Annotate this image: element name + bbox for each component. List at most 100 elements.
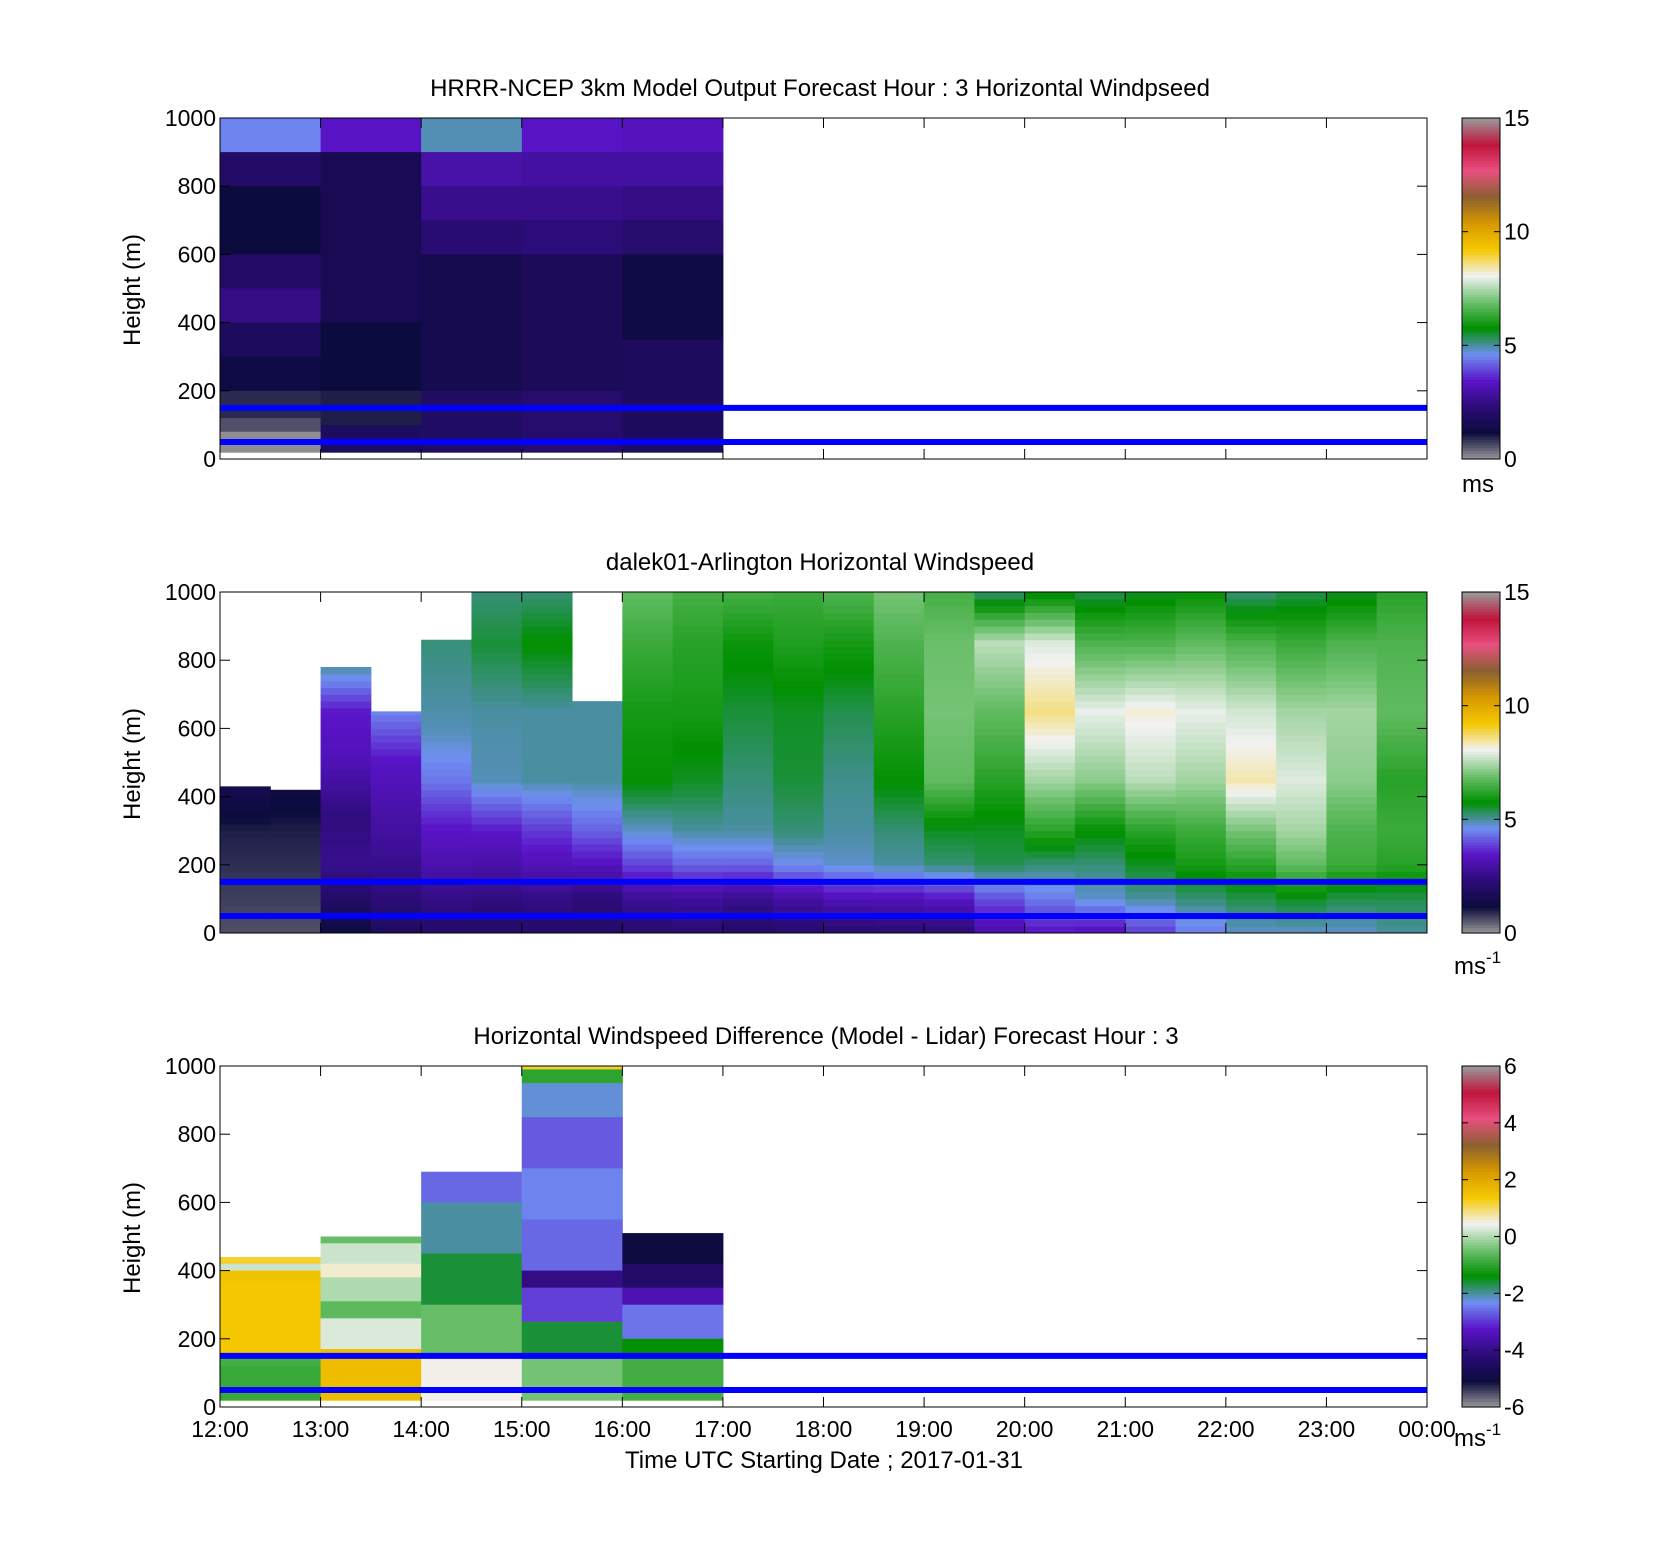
panel-1-colorbar-unit: ms — [1462, 471, 1494, 498]
heatmap-cell — [1326, 892, 1378, 900]
colorbar-segment — [1462, 311, 1500, 315]
heatmap-cell — [521, 1270, 623, 1289]
colorbar-segment — [1462, 362, 1500, 366]
colorbar-segment — [1462, 1333, 1500, 1337]
heatmap-cell — [924, 728, 975, 736]
heatmap-cell — [1376, 919, 1428, 927]
colorbar-segment — [1462, 609, 1500, 613]
heatmap-cell — [1074, 844, 1126, 852]
heatmap-cell — [521, 803, 573, 811]
heatmap-cell — [1024, 687, 1076, 695]
colorbar-segment — [1462, 405, 1500, 409]
heatmap-cell — [370, 810, 422, 818]
heatmap-cell — [1225, 926, 1277, 934]
heatmap-cell — [1024, 919, 1076, 927]
heatmap-cell — [471, 660, 523, 668]
heatmap-cell — [320, 673, 372, 682]
heatmap-cell — [1175, 735, 1227, 743]
colorbar-segment — [1462, 665, 1500, 670]
heatmap-cell — [773, 701, 824, 709]
heatmap-cell — [270, 885, 322, 893]
heatmap-cell — [622, 619, 674, 627]
heatmap-cell — [873, 612, 925, 620]
heatmap-cell — [1376, 844, 1428, 852]
heatmap-cell — [672, 755, 724, 763]
heatmap-cell — [1125, 796, 1177, 804]
heatmap-cell — [722, 653, 774, 661]
x-tick-label: 16:00 — [594, 1416, 652, 1442]
heatmap-cell — [873, 803, 925, 811]
heatmap-cell — [873, 789, 925, 798]
heatmap-cell — [421, 1355, 523, 1401]
heatmap-cell — [672, 837, 724, 845]
colorbar-segment — [1462, 734, 1500, 738]
heatmap-cell — [1326, 728, 1378, 736]
colorbar-segment — [1462, 1182, 1500, 1186]
heatmap-cell — [1326, 714, 1378, 723]
colorbar-segment — [1462, 751, 1500, 755]
y-tick-label: 600 — [178, 715, 216, 741]
colorbar-segment — [1462, 756, 1500, 761]
panel-1-heatmap — [220, 118, 724, 453]
colorbar-segment — [1462, 1270, 1500, 1275]
heatmap-cell — [1024, 626, 1076, 634]
panel-1-ylabel: Height (m) — [119, 234, 146, 346]
panel-2-colorbar-unit: ms-1 — [1454, 948, 1501, 980]
heatmap-cell — [1125, 885, 1177, 893]
colorbar-segment — [1462, 1071, 1500, 1076]
colorbar-segment — [1462, 143, 1500, 148]
heatmap-cell — [471, 694, 523, 702]
heatmap-cell — [672, 632, 724, 641]
heatmap-cell — [622, 694, 674, 702]
heatmap-cell — [722, 626, 774, 634]
heatmap-cell — [1175, 851, 1227, 859]
heatmap-cell — [270, 803, 322, 811]
heatmap-cell — [974, 626, 1026, 634]
heatmap-cell — [220, 864, 271, 873]
heatmap-cell — [320, 864, 372, 873]
heatmap-cell — [672, 748, 724, 757]
heatmap-cell — [1175, 612, 1227, 620]
heatmap-cell — [1225, 687, 1277, 695]
colorbar-segment — [1462, 456, 1500, 460]
colorbar-segment — [1462, 260, 1500, 264]
heatmap-cell — [471, 592, 523, 600]
y-tick-label: 1000 — [165, 1053, 216, 1079]
heatmap-cell — [1024, 844, 1076, 852]
heatmap-cell — [622, 626, 674, 634]
colorbar-segment — [1462, 231, 1500, 236]
colorbar-segment — [1462, 387, 1500, 392]
colorbar-segment — [1462, 930, 1500, 934]
heatmap-cell — [572, 776, 623, 784]
heatmap-cell — [1326, 844, 1378, 852]
heatmap-cell — [773, 857, 824, 866]
heatmap-cell — [1125, 919, 1177, 927]
heatmap-cell — [220, 1263, 322, 1272]
heatmap-cell — [421, 687, 472, 695]
heatmap-cell — [974, 796, 1026, 804]
heatmap-cell — [1276, 687, 1327, 695]
x-tick-label: 22:00 — [1197, 1416, 1255, 1442]
heatmap-cell — [773, 776, 824, 784]
colorbar-frame — [1461, 117, 1501, 460]
heatmap-cell — [1376, 646, 1428, 654]
heatmap-cell — [1376, 776, 1428, 784]
colorbar-segment — [1462, 898, 1500, 903]
colorbar-tick-label: 0 — [1504, 1224, 1517, 1250]
heatmap-cell — [1074, 714, 1126, 723]
heatmap-cell — [974, 830, 1026, 839]
y-tick-label: 200 — [178, 378, 216, 404]
heatmap-cell — [1326, 653, 1378, 661]
colorbar-segment — [1462, 708, 1500, 712]
colorbar-segment — [1462, 1344, 1500, 1348]
heatmap-cell — [823, 837, 875, 845]
heatmap-cell — [823, 844, 875, 852]
heatmap-cell — [1024, 926, 1076, 934]
heatmap-cell — [521, 735, 573, 743]
heatmap-cell — [773, 721, 824, 729]
heatmap-cell — [924, 796, 975, 804]
heatmap-cell — [1024, 803, 1076, 811]
heatmap-cell — [622, 851, 674, 859]
